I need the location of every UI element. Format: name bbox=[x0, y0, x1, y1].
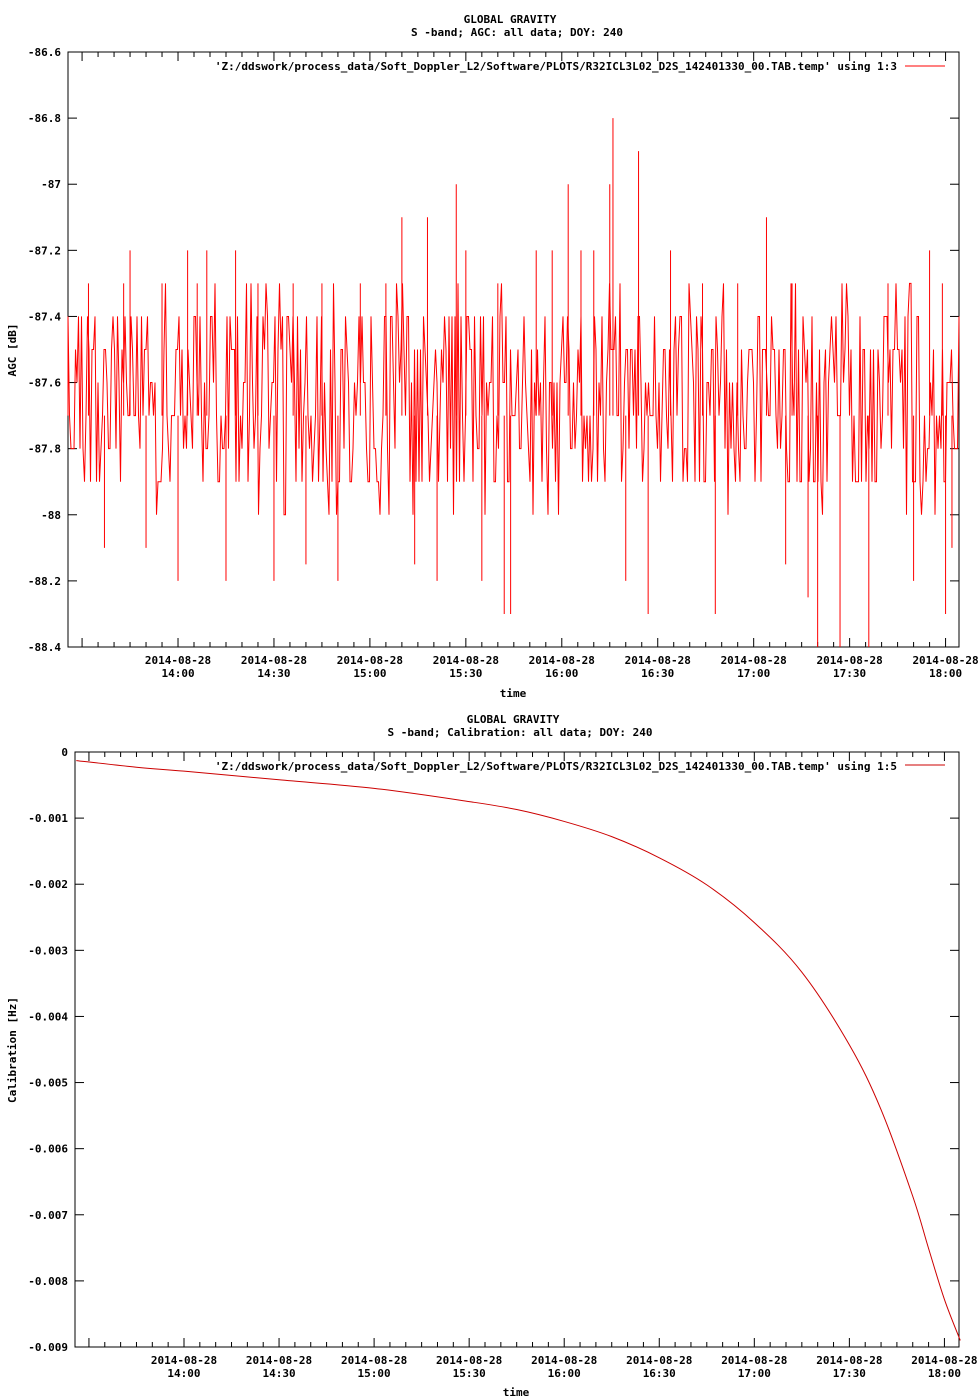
agc-y-tick-label: -87.6 bbox=[28, 377, 61, 390]
agc-x-axis-label: time bbox=[500, 687, 527, 700]
agc-x-tick-time: 15:00 bbox=[353, 667, 386, 680]
calibration-y-tick-label: -0.002 bbox=[28, 878, 68, 891]
calibration-y-axis-label: Calibration [Hz] bbox=[6, 997, 19, 1103]
calibration-x-tick-time: 17:30 bbox=[833, 1367, 866, 1380]
agc-x-tick-date: 2014-08-28 bbox=[145, 654, 211, 667]
agc-x-tick-time: 16:30 bbox=[641, 667, 674, 680]
calibration-plot-frame bbox=[74, 751, 960, 1348]
calibration-chart-subtitle: S -band; Calibration: all data; DOY: 240 bbox=[388, 726, 653, 739]
agc-x-tick-time: 14:00 bbox=[161, 667, 194, 680]
calibration-x-tick-date: 2014-08-28 bbox=[436, 1354, 502, 1367]
calibration-y-tick-label: -0.009 bbox=[28, 1341, 68, 1354]
agc-x-tick-date: 2014-08-28 bbox=[721, 654, 787, 667]
calibration-x-tick-date: 2014-08-28 bbox=[531, 1354, 597, 1367]
agc-x-tick-date: 2014-08-28 bbox=[241, 654, 307, 667]
calibration-x-tick-date: 2014-08-28 bbox=[721, 1354, 787, 1367]
calibration-x-tick-date: 2014-08-28 bbox=[246, 1354, 312, 1367]
calibration-x-tick-time: 17:00 bbox=[738, 1367, 771, 1380]
agc-series bbox=[67, 118, 960, 647]
agc-x-tick-time: 17:30 bbox=[833, 667, 866, 680]
agc-x-tick-date: 2014-08-28 bbox=[912, 654, 978, 667]
calibration-x-axis: 2014-08-2814:002014-08-2814:302014-08-28… bbox=[88, 752, 978, 1380]
calibration-y-tick-label: -0.003 bbox=[28, 944, 68, 957]
calibration-y-axis: 0 -0.001 -0.002 -0.003 -0.004 -0.005 -0.006 -0.… bbox=[28, 746, 959, 1354]
calibration-chart-title: GLOBAL GRAVITY bbox=[467, 713, 560, 726]
calibration-chart: GLOBAL GRAVITY S -band; Calibration: all… bbox=[6, 713, 978, 1399]
calibration-x-tick-time: 15:00 bbox=[358, 1367, 391, 1380]
agc-x-axis: 2014-08-2814:002014-08-2814:302014-08-28… bbox=[81, 52, 979, 680]
calibration-x-axis-label: time bbox=[503, 1386, 530, 1399]
agc-x-tick-date: 2014-08-28 bbox=[625, 654, 691, 667]
agc-y-axis: -86.6 -86.8 -87 -87.2 -87.4 -87.6 -87.8 -88 -88.… bbox=[28, 46, 959, 654]
calibration-x-tick-time: 18:00 bbox=[928, 1367, 961, 1380]
agc-y-tick-label: -86.8 bbox=[28, 112, 61, 125]
agc-chart: GLOBAL GRAVITY S -band; AGC: all data; D… bbox=[6, 13, 979, 700]
agc-y-tick-label: -87 bbox=[41, 178, 61, 191]
agc-y-tick-label: -88.2 bbox=[28, 575, 61, 588]
agc-chart-subtitle: S -band; AGC: all data; DOY: 240 bbox=[411, 26, 623, 39]
calibration-series-line bbox=[76, 760, 961, 1341]
calibration-x-tick-time: 16:30 bbox=[643, 1367, 676, 1380]
agc-x-tick-time: 18:00 bbox=[929, 667, 962, 680]
agc-y-axis-label: AGC [dB] bbox=[6, 324, 19, 377]
agc-x-tick-time: 14:30 bbox=[257, 667, 290, 680]
calibration-y-tick-label: -0.004 bbox=[28, 1010, 68, 1023]
agc-x-tick-date: 2014-08-28 bbox=[529, 654, 595, 667]
calibration-x-tick-date: 2014-08-28 bbox=[341, 1354, 407, 1367]
agc-y-tick-label: -88 bbox=[41, 509, 61, 522]
agc-x-tick-date: 2014-08-28 bbox=[337, 654, 403, 667]
calibration-x-tick-date: 2014-08-28 bbox=[626, 1354, 692, 1367]
calibration-series bbox=[76, 760, 961, 1341]
calibration-x-tick-date: 2014-08-28 bbox=[911, 1354, 977, 1367]
calibration-x-tick-time: 14:00 bbox=[167, 1367, 200, 1380]
agc-x-tick-time: 16:00 bbox=[545, 667, 578, 680]
agc-y-tick-label: -87.8 bbox=[28, 443, 61, 456]
calibration-x-tick-time: 14:30 bbox=[262, 1367, 295, 1380]
agc-x-tick-time: 15:30 bbox=[449, 667, 482, 680]
agc-legend-label: 'Z:/ddswork/process_data/Soft_Doppler_L2… bbox=[215, 60, 897, 73]
calibration-x-tick-date: 2014-08-28 bbox=[816, 1354, 882, 1367]
calibration-legend-label: 'Z:/ddswork/process_data/Soft_Doppler_L2… bbox=[215, 760, 897, 773]
agc-x-tick-date: 2014-08-28 bbox=[433, 654, 499, 667]
calibration-x-tick-time: 15:30 bbox=[453, 1367, 486, 1380]
calibration-x-tick-date: 2014-08-28 bbox=[151, 1354, 217, 1367]
calibration-x-tick-time: 16:00 bbox=[548, 1367, 581, 1380]
agc-chart-title: GLOBAL GRAVITY bbox=[464, 13, 557, 26]
calibration-y-tick-label: -0.001 bbox=[28, 812, 68, 825]
agc-y-tick-label: -86.6 bbox=[28, 46, 61, 59]
agc-y-tick-label: -87.4 bbox=[28, 310, 61, 323]
agc-x-tick-time: 17:00 bbox=[737, 667, 770, 680]
agc-series-trace bbox=[67, 282, 960, 516]
agc-y-tick-label: -88.4 bbox=[28, 641, 61, 654]
agc-y-tick-label: -87.2 bbox=[28, 244, 61, 257]
calibration-y-tick-label: -0.006 bbox=[28, 1143, 68, 1156]
calibration-y-tick-label: 0 bbox=[61, 746, 68, 759]
agc-x-tick-date: 2014-08-28 bbox=[817, 654, 883, 667]
calibration-y-tick-label: -0.005 bbox=[28, 1077, 68, 1090]
calibration-y-tick-label: -0.008 bbox=[28, 1275, 68, 1288]
calibration-y-tick-label: -0.007 bbox=[28, 1209, 68, 1222]
